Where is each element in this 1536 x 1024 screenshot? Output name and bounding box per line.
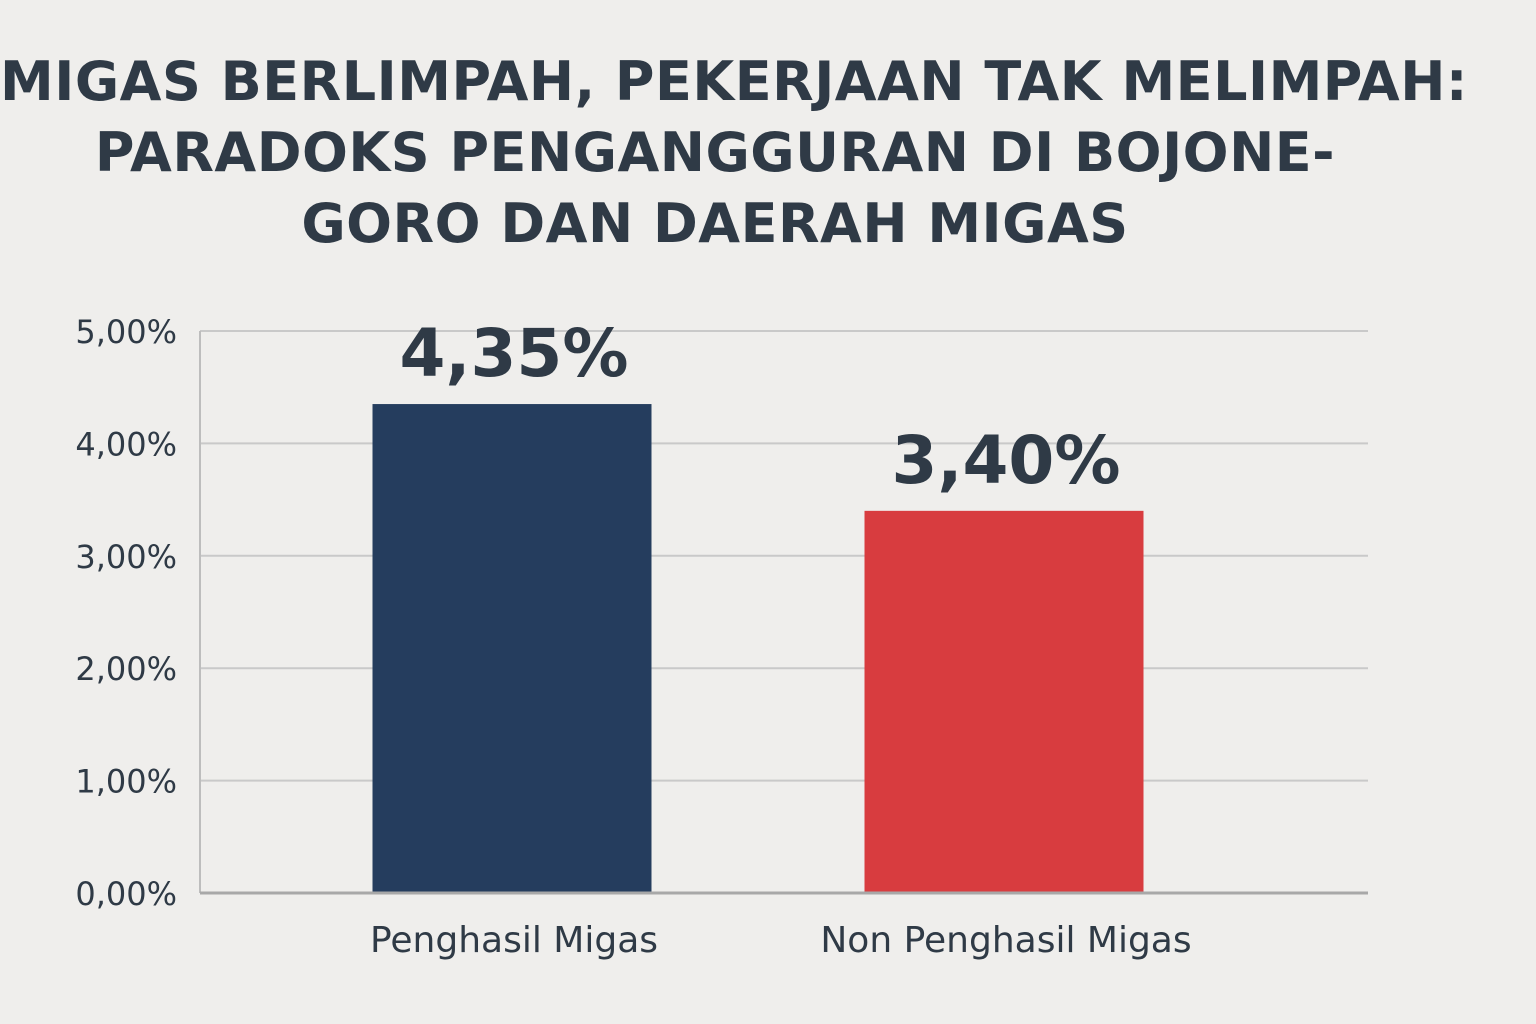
title-line-3: GORO DAN DAERAH MIGAS xyxy=(301,192,1129,255)
data-label: 3,40% xyxy=(892,422,1121,499)
y-tick-label: 3,00% xyxy=(75,538,177,576)
y-tick-label: 1,00% xyxy=(75,763,177,801)
bar xyxy=(864,510,1144,893)
y-tick-label: 4,00% xyxy=(75,425,177,463)
title-line-2: PARADOKS PENGANGGURAN DI BOJONE- xyxy=(94,121,1336,184)
y-tick-label: 2,00% xyxy=(75,650,177,688)
data-label: 4,35% xyxy=(400,315,629,392)
bar xyxy=(372,404,652,893)
title-line-1: MIGAS BERLIMPAH, PEKERJAAN TAK MELIMPAH: xyxy=(0,50,1469,113)
y-tick-label: 0,00% xyxy=(75,875,177,913)
x-category-label: Non Penghasil Migas xyxy=(820,920,1191,961)
y-tick-label: 5,00% xyxy=(75,313,177,351)
x-category-label: Penghasil Migas xyxy=(370,920,658,961)
chart-title: MIGAS BERLIMPAH, PEKERJAAN TAK MELIMPAH:… xyxy=(0,46,1469,259)
